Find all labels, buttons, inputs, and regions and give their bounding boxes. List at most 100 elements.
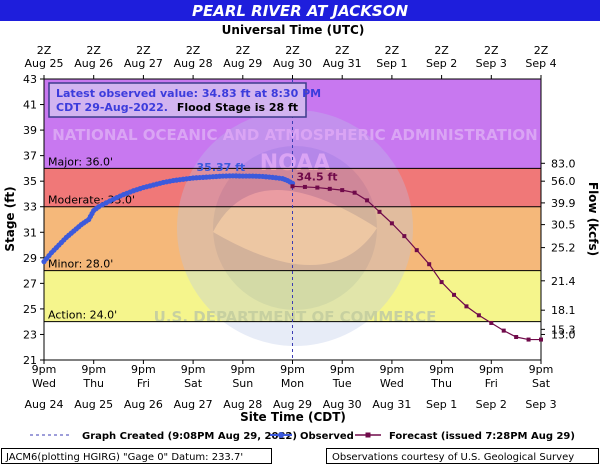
forecast-point [315, 185, 320, 190]
site-time-tick-day: Mon [281, 377, 304, 390]
site-time-tick-day: Thu [82, 377, 104, 390]
forecast-point [501, 328, 506, 333]
forecast-point [340, 188, 345, 193]
watermark-center-text: NOAA [260, 151, 331, 176]
site-time-tick-time: 9pm [32, 363, 57, 376]
site-time-tick-time: 9pm [181, 363, 206, 376]
site-time-tick-date: Aug 30 [323, 398, 362, 411]
site-time-tick-date: Aug 25 [74, 398, 113, 411]
utc-tick-time: 2Z [335, 44, 350, 57]
site-time-tick-time: 9pm [479, 363, 504, 376]
noaa-watermark: NATIONAL OCEANIC AND ATMOSPHERIC ADMINIS… [52, 110, 538, 346]
site-time-tick-time: 9pm [429, 363, 454, 376]
site-time-tick-time: 9pm [380, 363, 405, 376]
forecast-point [414, 248, 419, 253]
footer-datum: JACM6(plotting HGIRG) "Gage 0" Datum: 23… [5, 452, 243, 463]
data-annotations: 35.37 ft 34.5 ft [197, 161, 338, 183]
forecast-point [302, 184, 307, 189]
utc-tick-time: 2Z [484, 44, 499, 57]
site-time-tick-day: Sat [532, 377, 551, 390]
site-time-tick-day: Fri [485, 377, 498, 390]
forecast-point [389, 221, 394, 226]
forecast-point [365, 198, 370, 203]
site-time-tick-date: Aug 27 [174, 398, 213, 411]
flow-tick-label: 25.2 [551, 242, 576, 255]
site-time-tick-date: Sep 2 [476, 398, 507, 411]
utc-tick-time: 2Z [534, 44, 549, 57]
utc-tick-time: 2Z [37, 44, 52, 57]
forecast-crest-label: 34.5 ft [297, 170, 338, 183]
chart-title: PEARL RIVER AT JACKSON [192, 2, 408, 20]
flow-tick-label: 15.3 [551, 323, 576, 336]
stage-tick-label: 41 [23, 99, 37, 112]
site-time-tick-time: 9pm [230, 363, 255, 376]
flood-category-labels: Major: 36.0'Moderate: 33.0'Minor: 28.0'A… [48, 155, 135, 321]
flow-tick-label: 30.5 [551, 219, 576, 232]
utc-tick-date: Aug 26 [74, 57, 113, 70]
utc-tick-date: Aug 28 [174, 57, 213, 70]
legend-observed-marker [278, 432, 284, 438]
site-time-tick-date: Aug 31 [372, 398, 411, 411]
site-time-tick-day: Wed [32, 377, 56, 390]
utc-tick-time: 2Z [236, 44, 251, 57]
forecast-point [539, 337, 543, 342]
utc-tick-date: Aug 31 [323, 57, 362, 70]
utc-tick-time: 2Z [434, 44, 449, 57]
watermark-top-text: NATIONAL OCEANIC AND ATMOSPHERIC ADMINIS… [52, 126, 538, 144]
forecast-point [352, 190, 357, 195]
utc-tick-date: Sep 3 [476, 57, 507, 70]
utc-tick-date: Aug 27 [124, 57, 163, 70]
utc-tick-date: Sep 4 [525, 57, 556, 70]
stage-tick-label: 31 [23, 226, 37, 239]
legend-observed-label: Observed [300, 431, 354, 442]
band-normal [44, 321, 541, 360]
flow-tick-label: 39.9 [551, 197, 576, 210]
site-time-tick-time: 9pm [81, 363, 106, 376]
site-time-tick-date: Sep 1 [426, 398, 457, 411]
footer-credit: Observations courtesy of U.S. Geological… [332, 452, 574, 463]
flow-tick-label: 56.0 [551, 175, 576, 188]
footer-left-box [1, 448, 272, 464]
flow-tick-label: 18.1 [551, 304, 576, 317]
flow-axis-title: Flow (kcfs) [586, 182, 600, 256]
site-time-tick-date: Sep 3 [525, 398, 556, 411]
legend-forecast-label: Forecast (issued 7:28PM Aug 29) [389, 431, 575, 442]
stage-tick-label: 43 [23, 73, 37, 86]
flood-stage-note: Flood Stage is 28 ft [177, 101, 298, 114]
forecast-point [476, 313, 481, 318]
site-time-axis-title: Site Time (CDT) [240, 410, 346, 424]
observed-crest-label: 35.37 ft [197, 161, 246, 174]
site-time-tick-date: Aug 29 [273, 398, 312, 411]
utc-tick-date: Sep 2 [426, 57, 457, 70]
site-time-tick-day: Tue [332, 377, 352, 390]
legend-graph-created-label: Graph Created (9:08PM Aug 29, 2022) [82, 431, 297, 442]
stage-tick-label: 33 [23, 201, 37, 214]
utc-tick-date: Aug 30 [273, 57, 312, 70]
noaa-logo-icon [177, 110, 413, 346]
latest-value-line2: CDT 29-Aug-2022. Flood Stage is 28 ft [56, 101, 298, 114]
noaa-logo-inner-icon [213, 146, 377, 310]
site-time-tick-day: Fri [137, 377, 150, 390]
flow-tick-label: 13.0 [551, 328, 576, 341]
stage-tick-label: 29 [23, 252, 37, 265]
noaa-bird-icon [213, 189, 377, 266]
latest-value-box-bg [48, 82, 307, 118]
utc-tick-date: Sep 1 [376, 57, 407, 70]
site-time-tick-date: Aug 28 [223, 398, 262, 411]
forecast-point [464, 304, 469, 309]
data-series [41, 173, 543, 342]
flow-tick-label: 83.0 [551, 157, 576, 170]
utc-tick-time: 2Z [285, 44, 300, 57]
site-time-tick-date: Aug 24 [25, 398, 64, 411]
legend: Graph Created (9:08PM Aug 29, 2022) Obse… [30, 431, 575, 442]
stage-axis: 21 23 25 27 29 31 33 35 37 39 41 43 [23, 73, 44, 367]
top-axis-label: Universal Time (UTC) [222, 23, 365, 37]
stage-axis-title: Stage (ft) [3, 186, 17, 251]
footer-right-box [326, 448, 599, 464]
watermark-bottom-text: U.S. DEPARTMENT OF COMMERCE [154, 308, 437, 326]
stage-tick-label: 37 [23, 150, 37, 163]
label-action: Action: 24.0' [48, 309, 117, 322]
